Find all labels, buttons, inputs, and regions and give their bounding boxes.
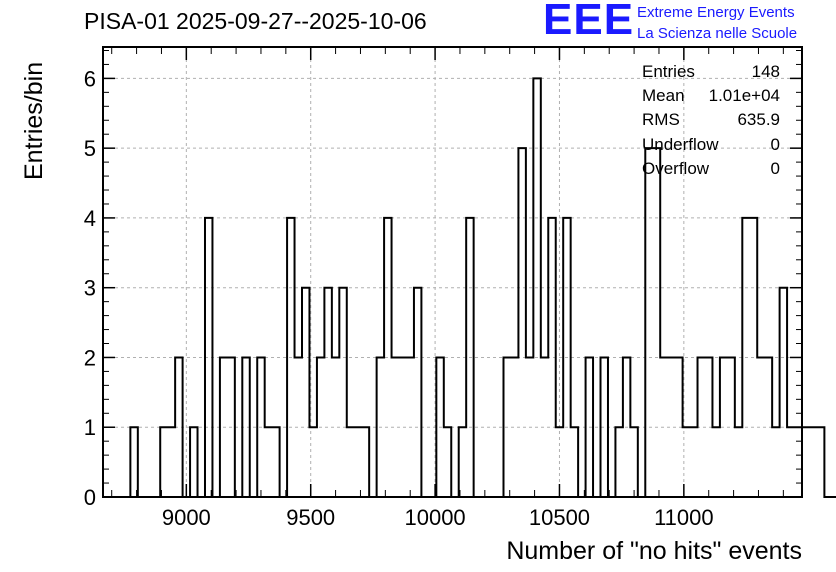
histogram-bin (347, 427, 354, 497)
stats-label: Overflow (642, 158, 710, 178)
histogram-bin (160, 427, 167, 497)
x-tick-label: 9000 (162, 505, 211, 530)
stats-value: 0 (770, 134, 780, 154)
histogram-bin (787, 427, 794, 497)
histogram-bin (354, 427, 361, 497)
logo-line-1: Extreme Energy Events (637, 4, 795, 21)
stats-label: Entries (642, 62, 695, 81)
histogram-bin (630, 427, 637, 497)
x-axis-label: Number of "no hits" events (506, 537, 802, 565)
stats-label: Underflow (642, 134, 719, 154)
histogram-bin (414, 288, 421, 497)
stats-value: 0 (770, 158, 780, 178)
histogram-bin (265, 427, 272, 497)
stats-value: 635.9 (737, 110, 780, 130)
histogram-bin (802, 427, 809, 497)
histogram-bin (459, 427, 466, 497)
x-tick-label: 9500 (286, 505, 335, 530)
histogram-bin (795, 427, 802, 497)
histogram-bin (190, 427, 197, 497)
stats-row-overflow: Overflow 0 (642, 157, 780, 181)
y-axis-label: Entries/bin (20, 61, 48, 180)
stats-row-underflow: Underflow 0 (642, 133, 780, 157)
stats-box: Entries 148 Mean 1.01e+04 RMS 635.9 Unde… (642, 60, 780, 181)
histogram-bin (772, 427, 779, 497)
histogram-bin (817, 427, 824, 497)
histogram-bin (130, 427, 137, 497)
stats-value: 148 (751, 62, 780, 81)
histogram-bin (272, 427, 279, 497)
stats-label: Mean (642, 86, 685, 106)
axis-ticks (103, 47, 802, 498)
histogram-bin (690, 427, 697, 497)
histogram-bin (444, 427, 451, 497)
logo-line-2: La Scienza nelle Scuole (637, 25, 798, 42)
stats-label: RMS (642, 110, 680, 130)
stats-value: 1.01e+04 (708, 86, 780, 106)
histogram-bin (809, 427, 816, 497)
histogram-bin (324, 288, 331, 497)
histogram-bin (735, 427, 742, 497)
stats-row-rms: RMS 635.9 (642, 108, 780, 132)
histogram-bin (645, 148, 652, 497)
histogram-bin (780, 288, 787, 497)
y-tick-label: 5 (84, 136, 96, 161)
x-tick-label: 11000 (654, 505, 714, 530)
histogram-bin (302, 288, 309, 497)
histogram-bin (362, 427, 369, 497)
logo-eee-text: EEE (543, 0, 635, 44)
x-tick-label: 10500 (529, 505, 590, 530)
chart-title: PISA-01 2025-09-27--2025-10-06 (84, 8, 427, 34)
histogram-bin (653, 148, 660, 497)
stats-row-entries: Entries 148 (642, 60, 780, 84)
y-tick-label: 4 (84, 206, 96, 231)
histogram-bin (712, 427, 719, 497)
tick-labels: 0 1 2 3 4 5 6 9000 9500 10000 10500 11000 (84, 66, 714, 530)
y-tick-label: 6 (84, 66, 96, 91)
histogram-bin (168, 427, 175, 497)
x-tick-label: 10000 (404, 505, 465, 530)
histogram-bin (518, 148, 525, 497)
histogram-bin (571, 427, 578, 497)
stats-row-mean: Mean 1.01e+04 (642, 84, 780, 108)
histogram-bin (615, 427, 622, 497)
y-tick-label: 2 (84, 345, 96, 370)
y-tick-label: 0 (84, 485, 96, 510)
plot-frame (102, 46, 803, 498)
histogram-bin (339, 288, 346, 497)
y-tick-label: 3 (84, 276, 96, 301)
y-tick-label: 1 (84, 415, 96, 440)
